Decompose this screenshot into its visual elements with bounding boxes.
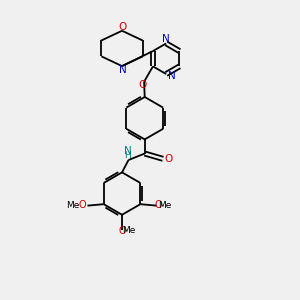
Text: N: N xyxy=(168,70,176,80)
Text: O: O xyxy=(118,226,126,236)
Text: O: O xyxy=(78,200,86,210)
Text: H: H xyxy=(124,152,131,160)
Text: N: N xyxy=(119,64,127,75)
Text: Me: Me xyxy=(66,201,79,210)
Text: Me: Me xyxy=(122,226,136,235)
Text: O: O xyxy=(139,80,147,90)
Text: O: O xyxy=(154,200,162,210)
Text: Me: Me xyxy=(158,201,171,210)
Text: N: N xyxy=(162,34,170,44)
Text: O: O xyxy=(164,154,172,164)
Text: O: O xyxy=(118,22,126,32)
Text: N: N xyxy=(124,146,132,156)
